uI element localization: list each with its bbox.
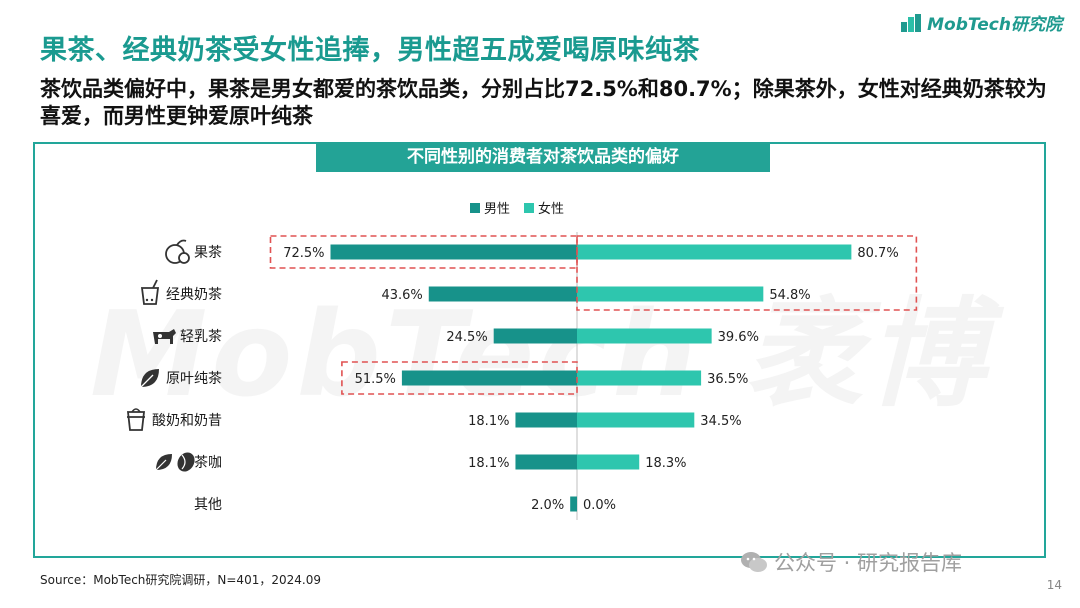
- label-female-3: 36.5%: [707, 372, 748, 387]
- milk-tea-cup-icon: [140, 279, 160, 305]
- label-female-4: 34.5%: [700, 414, 741, 429]
- legend-swatch-male: [470, 202, 480, 213]
- fruit-icon: [165, 239, 190, 264]
- page-title: 果茶、经典奶茶受女性追捧，男性超五成爱喝原味纯茶: [40, 35, 700, 66]
- page-number: 14: [1046, 578, 1062, 592]
- chart-title: 不同性别的消费者对茶饮品类的偏好: [316, 142, 770, 172]
- wechat-watermark: 公众号 · 研究报告库: [740, 547, 962, 577]
- bar-male-3: [401, 370, 577, 386]
- source-note: Source：MobTech研究院调研，N=401，2024.09: [40, 573, 321, 587]
- bar-female-5: [577, 454, 640, 470]
- label-male-3: 51.5%: [355, 372, 396, 387]
- category-label-3: 原叶纯茶: [166, 371, 222, 387]
- wechat-text: 公众号 · 研究报告库: [774, 551, 963, 575]
- leaf-icon: [140, 369, 159, 388]
- page-subtitle: 茶饮品类偏好中，果茶是男女都爱的茶饮品类，分别占比72.5%和80.7%；除果茶…: [40, 77, 1047, 128]
- label-female-2: 39.6%: [718, 330, 759, 345]
- category-label-4: 酸奶和奶昔: [152, 413, 222, 429]
- bar-female-3: [577, 370, 702, 386]
- yogurt-cup-icon: [126, 408, 146, 431]
- label-male-5: 18.1%: [468, 456, 509, 471]
- category-label-6: 其他: [194, 497, 222, 513]
- cow-icon: [153, 329, 176, 344]
- bar-female-1: [577, 286, 764, 302]
- wechat-icon: [741, 552, 767, 572]
- label-female-0: 80.7%: [857, 246, 898, 261]
- bar-male-5: [515, 454, 577, 470]
- bar-female-4: [577, 412, 695, 428]
- category-label-0: 果茶: [194, 245, 222, 261]
- label-female-6: 0.0%: [583, 498, 616, 513]
- legend-swatch-female: [524, 202, 535, 213]
- watermark: MobTech 袤博: [90, 258, 989, 429]
- label-male-0: 72.5%: [283, 246, 324, 261]
- label-female-1: 54.8%: [769, 288, 810, 303]
- legend-label-male: 男性: [484, 202, 511, 217]
- chart-legend: 男性 女性: [470, 198, 564, 217]
- bar-male-2: [493, 328, 577, 344]
- logo-bars-icon: [901, 13, 922, 32]
- legend-item-male: 男性: [470, 198, 510, 217]
- bar-male-1: [428, 286, 577, 302]
- category-label-1: 经典奶茶: [166, 287, 222, 303]
- category-label-5: 茶咖: [194, 455, 222, 471]
- bar-male-4: [515, 412, 577, 428]
- legend-item-female: 女性: [524, 198, 564, 217]
- bar-male-0: [330, 244, 577, 260]
- leaf-coffee-icon: [155, 452, 195, 472]
- category-label-2: 轻乳茶: [180, 329, 222, 345]
- bar-female-2: [577, 328, 712, 344]
- label-female-5: 18.3%: [645, 456, 686, 471]
- highlight-box-female-top: [576, 235, 918, 311]
- highlight-box-male-3: [341, 361, 578, 395]
- label-male-2: 24.5%: [446, 330, 487, 345]
- label-male-4: 18.1%: [468, 414, 509, 429]
- logo-text: MobTech研究院: [927, 15, 1062, 35]
- legend-label-female: 女性: [538, 202, 565, 217]
- bar-male-6: [570, 496, 577, 512]
- bar-female-0: [577, 244, 852, 260]
- mobtech-logo: MobTech研究院: [901, 10, 1062, 35]
- label-male-6: 2.0%: [531, 498, 564, 513]
- label-male-1: 43.6%: [381, 288, 422, 303]
